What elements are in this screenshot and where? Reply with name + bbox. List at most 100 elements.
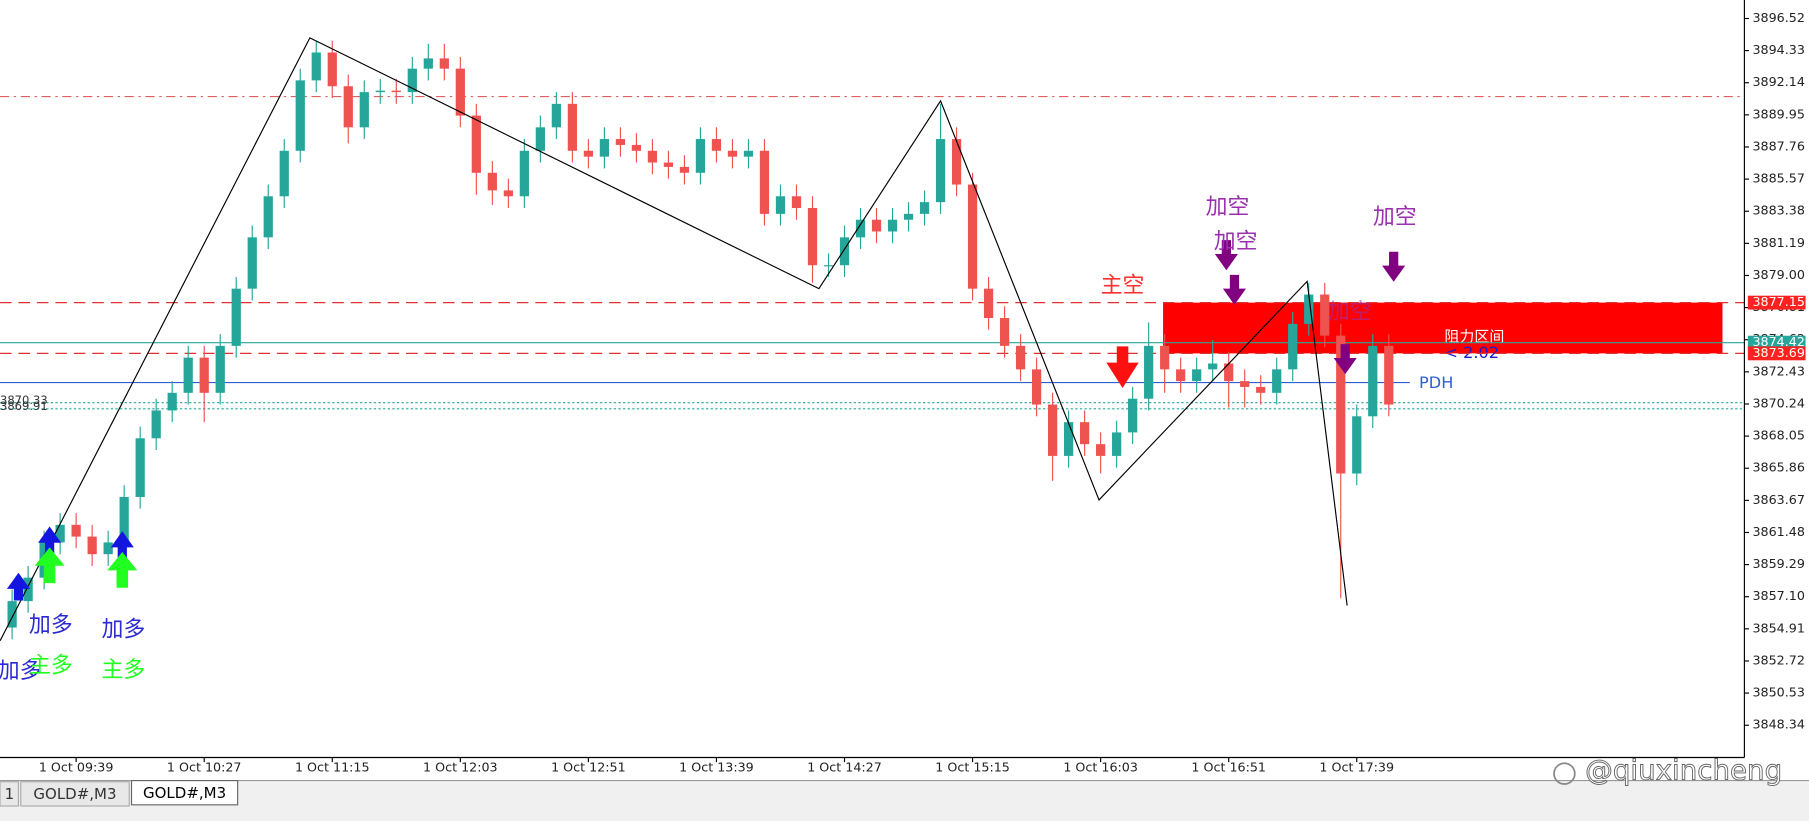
candle-body	[247, 237, 257, 289]
candle-body	[759, 150, 770, 214]
candle-body	[71, 524, 81, 537]
y-tick-label: 3872.43	[1752, 363, 1804, 378]
candle-body	[1240, 381, 1250, 387]
candle-body	[775, 196, 786, 214]
candle-body	[791, 196, 802, 209]
buy-arrow	[38, 526, 62, 555]
candle-body	[1112, 432, 1122, 456]
candle-body	[743, 150, 754, 157]
signals: 加多 加多 主多 加多 主多 主空 加空 加空 加空 加空	[0, 195, 1417, 684]
candle-body	[1047, 404, 1058, 456]
candle-body	[519, 150, 529, 197]
candle-body	[263, 196, 273, 238]
candle-body	[967, 184, 978, 289]
y-tick-label: 3859.29	[1752, 556, 1804, 571]
candle-body	[343, 86, 353, 128]
candle-body	[23, 577, 33, 602]
candle-body	[823, 265, 834, 267]
candle-body	[535, 127, 545, 151]
annotation: 加空	[1214, 229, 1258, 254]
candle-body	[231, 288, 241, 346]
y-tick-label: 3894.33	[1752, 42, 1804, 57]
tab-active[interactable]	[130, 780, 239, 806]
candle-body	[855, 219, 866, 238]
candle-body	[903, 213, 914, 220]
candle-body	[359, 92, 369, 128]
candle-body	[711, 139, 722, 151]
candle-body	[1096, 444, 1106, 456]
price-tag-label: 3877.15	[1752, 294, 1804, 309]
y-tick-label: 3885.57	[1752, 171, 1804, 186]
pdh-label: PDH	[1419, 373, 1453, 392]
candle-body	[839, 237, 850, 266]
candle-body	[1272, 369, 1282, 393]
candle-body	[1176, 369, 1186, 382]
tab[interactable]	[0, 781, 20, 807]
candle-body	[119, 496, 129, 543]
candle-body	[375, 90, 385, 93]
candle-body	[1336, 335, 1346, 474]
candle-body	[487, 172, 497, 191]
y-tick-label: 3887.76	[1752, 138, 1804, 153]
candle-body	[663, 162, 674, 167]
zone-label: 阻力区间	[1444, 328, 1504, 346]
tab[interactable]	[20, 781, 130, 807]
candle-body	[1144, 345, 1154, 399]
candle-body	[1224, 363, 1234, 382]
x-tick-label: 1 Oct 17:39	[1319, 759, 1394, 774]
candle-body	[951, 139, 962, 185]
x-tick-label: 1 Oct 11:15	[295, 759, 370, 774]
candle-body	[1192, 369, 1202, 382]
y-tick-label: 3848.34	[1752, 717, 1804, 732]
annotation: 加空	[1373, 205, 1417, 230]
x-tick-label: 1 Oct 16:03	[1063, 759, 1138, 774]
x-tick-label: 1 Oct 12:03	[423, 759, 498, 774]
candle-body	[1208, 363, 1218, 370]
candle-body	[871, 219, 882, 232]
candle-body	[695, 139, 706, 173]
tab-label: GOLD#,M3	[143, 784, 226, 802]
annotation: 加多	[0, 659, 42, 684]
sell-arrow	[1214, 240, 1238, 271]
candle-body	[439, 58, 449, 69]
annotation: 加空	[1328, 300, 1372, 325]
candle-body	[1128, 398, 1138, 433]
main-sell-arrow	[1106, 346, 1139, 388]
candle-body	[311, 52, 321, 81]
y-tick-label: 3861.48	[1752, 524, 1804, 539]
bottom-bar: 1 GOLD#,M3 GOLD#,M3 @qiuxincheng	[0, 753, 1809, 821]
candle-body	[583, 150, 594, 157]
watermark-icon	[1553, 762, 1576, 785]
candle-body	[471, 115, 481, 173]
price-tag-label: 3873.69	[1752, 345, 1804, 360]
tab-label: 1	[5, 785, 15, 803]
y-tick-label: 3850.53	[1752, 685, 1804, 700]
candle-body	[567, 103, 577, 151]
candle-body	[1288, 323, 1298, 370]
x-tick-label: 1 Oct 16:51	[1191, 759, 1266, 774]
candle-body	[7, 601, 17, 628]
zone-sublabel: < 2.02	[1444, 343, 1499, 362]
x-tick-label: 1 Oct 15:15	[935, 759, 1010, 774]
y-tick-label: 3857.10	[1752, 588, 1804, 603]
candle-body	[1320, 294, 1330, 336]
candle-body	[1304, 294, 1314, 324]
y-tick-label: 3881.19	[1752, 235, 1804, 250]
y-tick-label: 3883.38	[1752, 203, 1804, 218]
buy-arrow	[110, 531, 134, 559]
candle-body	[887, 219, 898, 232]
y-tick-label: 3879.00	[1752, 267, 1804, 282]
candle-body	[407, 68, 417, 93]
tab-label: GOLD#,M3	[33, 785, 116, 803]
x-tick-label: 1 Oct 10:27	[167, 759, 242, 774]
candle-body	[151, 410, 161, 439]
candle-body	[983, 288, 994, 319]
candle-body	[503, 190, 513, 197]
sell-arrow	[1382, 251, 1406, 282]
annotation: 加多	[29, 613, 73, 638]
candle-body	[599, 139, 610, 157]
